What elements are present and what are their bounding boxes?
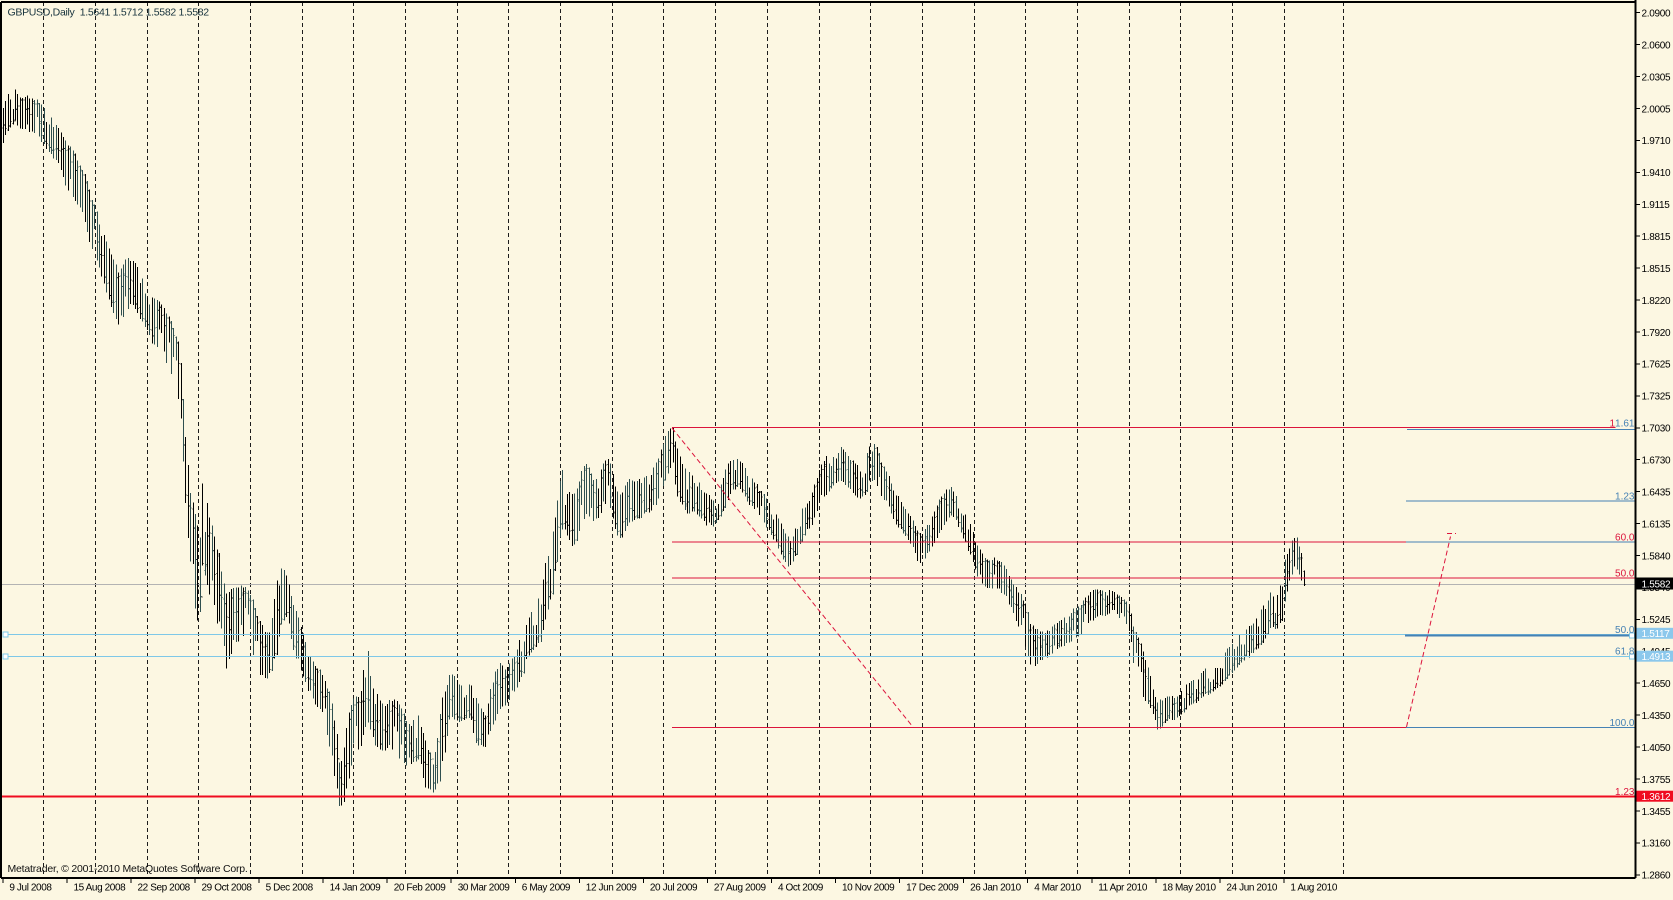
svg-text:1.4913: 1.4913 [1642, 652, 1672, 663]
svg-text:1.5840: 1.5840 [1642, 551, 1672, 562]
svg-text:GBPUSD,Daily 1.5641 1.5712 1.: GBPUSD,Daily 1.5641 1.5712 1.5582 1.5582 [8, 7, 210, 19]
svg-text:1.9115: 1.9115 [1642, 200, 1671, 211]
svg-text:22 Sep 2008: 22 Sep 2008 [138, 883, 191, 894]
svg-text:24 Jun 2010: 24 Jun 2010 [1226, 883, 1277, 894]
svg-text:11 Apr 2010: 11 Apr 2010 [1098, 883, 1148, 894]
svg-text:12 Jun 2009: 12 Jun 2009 [586, 883, 637, 894]
svg-text:1.6135: 1.6135 [1642, 519, 1672, 530]
svg-text:1.3612: 1.3612 [1642, 792, 1672, 803]
svg-text:26 Jan 2010: 26 Jan 2010 [970, 883, 1021, 894]
svg-text:1.5582: 1.5582 [1642, 579, 1672, 590]
svg-text:30 Mar 2009: 30 Mar 2009 [458, 883, 511, 894]
svg-text:1.7030: 1.7030 [1642, 424, 1672, 435]
svg-text:2.0600: 2.0600 [1642, 40, 1672, 51]
svg-text:1.8815: 1.8815 [1642, 232, 1672, 243]
svg-text:1.3160: 1.3160 [1642, 839, 1672, 850]
svg-text:1.8515: 1.8515 [1642, 264, 1672, 275]
svg-text:100.0: 100.0 [1609, 718, 1634, 729]
svg-text:6 May 2009: 6 May 2009 [522, 883, 571, 894]
svg-text:1.9710: 1.9710 [1642, 136, 1672, 147]
svg-text:1.3755: 1.3755 [1642, 775, 1672, 786]
svg-text:20 Feb 2009: 20 Feb 2009 [394, 883, 447, 894]
svg-text:15 Aug 2008: 15 Aug 2008 [74, 883, 127, 894]
svg-text:1.5117: 1.5117 [1642, 629, 1671, 640]
svg-text:1.7625: 1.7625 [1642, 360, 1672, 371]
svg-text:2.0305: 2.0305 [1642, 72, 1672, 83]
svg-text:14 Jan 2009: 14 Jan 2009 [330, 883, 381, 894]
svg-text:1.7325: 1.7325 [1642, 392, 1672, 403]
svg-text:60.0: 60.0 [1615, 533, 1635, 544]
svg-text:1.7920: 1.7920 [1642, 328, 1672, 339]
svg-text:4 Mar 2010: 4 Mar 2010 [1034, 883, 1081, 894]
svg-text:1.6435: 1.6435 [1642, 487, 1672, 498]
svg-text:29 Oct 2008: 29 Oct 2008 [202, 883, 253, 894]
svg-text:50.0: 50.0 [1615, 569, 1635, 580]
svg-text:1.61: 1.61 [1615, 419, 1635, 430]
svg-text:2.0900: 2.0900 [1642, 9, 1672, 20]
svg-text:61.8: 61.8 [1615, 647, 1635, 658]
svg-text:2.0005: 2.0005 [1642, 104, 1672, 115]
svg-text:Metatrader, © 2001-2010 MetaQu: Metatrader, © 2001-2010 MetaQuotes Softw… [8, 863, 248, 875]
svg-text:20 Jul 2009: 20 Jul 2009 [650, 883, 698, 894]
svg-text:1.8220: 1.8220 [1642, 296, 1672, 307]
svg-text:1.9410: 1.9410 [1642, 168, 1672, 179]
svg-text:1.23: 1.23 [1615, 491, 1635, 502]
svg-text:1.6730: 1.6730 [1642, 456, 1672, 467]
svg-text:5 Dec 2008: 5 Dec 2008 [266, 883, 314, 894]
svg-text:1.4050: 1.4050 [1642, 743, 1672, 754]
svg-text:18 May 2010: 18 May 2010 [1162, 883, 1216, 894]
svg-text:10 Nov 2009: 10 Nov 2009 [842, 883, 895, 894]
svg-text:27 Aug 2009: 27 Aug 2009 [714, 883, 767, 894]
svg-text:1.4350: 1.4350 [1642, 711, 1672, 722]
svg-text:1.2860: 1.2860 [1642, 871, 1672, 882]
svg-text:1.23: 1.23 [1615, 787, 1635, 798]
svg-text:4 Oct 2009: 4 Oct 2009 [778, 883, 824, 894]
svg-text:1.4650: 1.4650 [1642, 679, 1672, 690]
svg-text:50.0: 50.0 [1615, 625, 1635, 636]
svg-text:1.3455: 1.3455 [1642, 807, 1672, 818]
svg-text:1 Aug 2010: 1 Aug 2010 [1290, 883, 1337, 894]
svg-text:9 Jul 2008: 9 Jul 2008 [9, 883, 52, 894]
svg-text:1.5245: 1.5245 [1642, 615, 1672, 626]
svg-text:17 Dec 2009: 17 Dec 2009 [906, 883, 959, 894]
